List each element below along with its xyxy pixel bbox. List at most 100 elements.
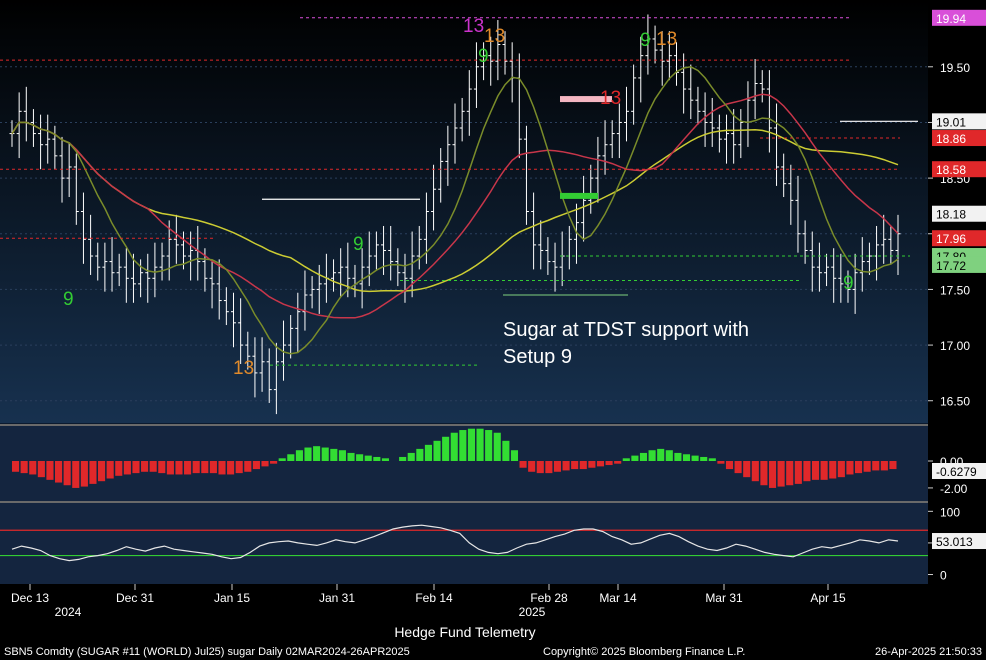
- histogram-bar: [553, 461, 562, 472]
- histogram-bar: [880, 461, 888, 471]
- histogram-bar: [467, 428, 476, 461]
- chart-annotation-text: Sugar at TDST support with: [503, 319, 749, 341]
- histogram-bar: [485, 430, 493, 461]
- histogram-bar: [674, 452, 682, 461]
- histogram-bar: [364, 455, 372, 461]
- histogram-bar: [777, 461, 785, 487]
- histogram-bar: [55, 461, 63, 483]
- histogram-bar: [424, 444, 432, 461]
- histogram-bar: [596, 461, 605, 467]
- histogram-bar: [192, 461, 200, 474]
- histogram-bar: [20, 461, 28, 474]
- histogram-bar: [321, 447, 329, 461]
- histogram-bar: [89, 461, 97, 484]
- histogram-bar: [149, 461, 157, 472]
- histogram-bar: [80, 461, 88, 487]
- histogram-bar: [717, 461, 725, 464]
- histogram-bar: [218, 461, 226, 475]
- histogram-bar: [725, 461, 734, 470]
- histogram-bar: [158, 461, 166, 474]
- histogram-bar: [399, 456, 407, 461]
- histogram-bar: [356, 454, 364, 461]
- oscillator-tick-label: 0: [940, 569, 947, 583]
- histogram-bar: [166, 461, 174, 475]
- histogram-bar: [106, 461, 114, 479]
- price-tag-label: 19.94: [936, 12, 966, 26]
- histogram-bar: [639, 452, 648, 461]
- moving-average-line: [11, 121, 899, 293]
- histogram-bar: [330, 448, 338, 461]
- moving-average-line: [11, 93, 899, 319]
- price-tick-label: 19.50: [940, 61, 970, 75]
- histogram-bar: [854, 461, 863, 474]
- copyright-notice: Copyright© 2025 Bloomberg Finance L.P.: [543, 646, 745, 658]
- oscillator-line: [11, 524, 899, 562]
- x-tick-label: Mar 14: [599, 591, 637, 605]
- price-tag: [932, 256, 986, 273]
- histogram-bar: [829, 461, 837, 479]
- histogram-bar: [209, 461, 217, 474]
- price-tag-label: 17.96: [936, 232, 966, 246]
- histogram-bar: [278, 458, 286, 461]
- histogram-bar: [562, 461, 570, 471]
- histogram-bar: [72, 461, 80, 488]
- histogram-bar: [304, 447, 312, 461]
- security-description: SBN5 Comdty (SUGAR #11 (WORLD) Jul25) su…: [4, 646, 410, 658]
- x-year-label: 2024: [55, 605, 82, 619]
- histogram-bar: [287, 454, 295, 461]
- histogram-bar: [846, 461, 854, 475]
- histogram-bar: [622, 458, 630, 461]
- histogram-bar: [588, 461, 596, 468]
- chart-annotation-text: Setup 9: [503, 346, 572, 368]
- histogram-bar: [510, 450, 519, 461]
- price-tag: [932, 230, 986, 247]
- x-tick-label: Jan 31: [319, 591, 355, 605]
- histogram-bar: [502, 440, 510, 461]
- td-count-label: 13: [463, 16, 484, 37]
- histogram-bar: [313, 446, 321, 461]
- histogram-bar: [123, 461, 131, 475]
- histogram-bar: [545, 461, 553, 474]
- price-tag-label: 17.72: [936, 259, 966, 273]
- td-count-label: 9: [640, 30, 651, 51]
- histogram-bar: [579, 461, 587, 470]
- histogram-bar: [605, 461, 613, 466]
- histogram-bar: [98, 461, 106, 482]
- x-tick-label: Feb 28: [530, 591, 568, 605]
- price-tag: [932, 205, 986, 222]
- price-tick-label: 17.50: [940, 283, 970, 297]
- oscillator-value-tag: [932, 533, 986, 550]
- price-tag-label: 18.18: [936, 208, 966, 222]
- histogram-bar: [631, 455, 639, 461]
- histogram-bar: [786, 461, 794, 486]
- histogram-bar: [373, 456, 381, 461]
- price-tag: [932, 161, 986, 178]
- histogram-bar: [63, 461, 71, 486]
- histogram-tick-label: -2.00: [940, 482, 968, 496]
- histogram-bar: [338, 450, 346, 461]
- histogram-bar: [29, 461, 37, 475]
- histogram-bar: [734, 461, 742, 474]
- histogram-bar: [760, 461, 768, 486]
- histogram-bar: [803, 461, 811, 482]
- histogram-value-label: -0.6279: [936, 465, 977, 479]
- histogram-bar: [252, 461, 260, 470]
- tdst-marker: [560, 96, 612, 103]
- histogram-bar: [201, 461, 209, 474]
- histogram-bar: [519, 461, 527, 468]
- histogram-bar: [132, 461, 140, 474]
- x-tick-label: Dec 13: [11, 591, 49, 605]
- histogram-bar: [571, 461, 579, 470]
- histogram-bar: [682, 454, 691, 461]
- td-count-label: 9: [63, 289, 74, 310]
- td-count-label: 13: [600, 88, 621, 109]
- histogram-bar: [184, 461, 192, 475]
- price-tag-label: 18.58: [936, 163, 966, 177]
- histogram-bar: [347, 452, 355, 461]
- td-count-label: 9: [478, 46, 489, 67]
- price-tag: [932, 130, 986, 147]
- price-tag-label: 18.86: [936, 132, 966, 146]
- histogram-bar: [528, 461, 536, 472]
